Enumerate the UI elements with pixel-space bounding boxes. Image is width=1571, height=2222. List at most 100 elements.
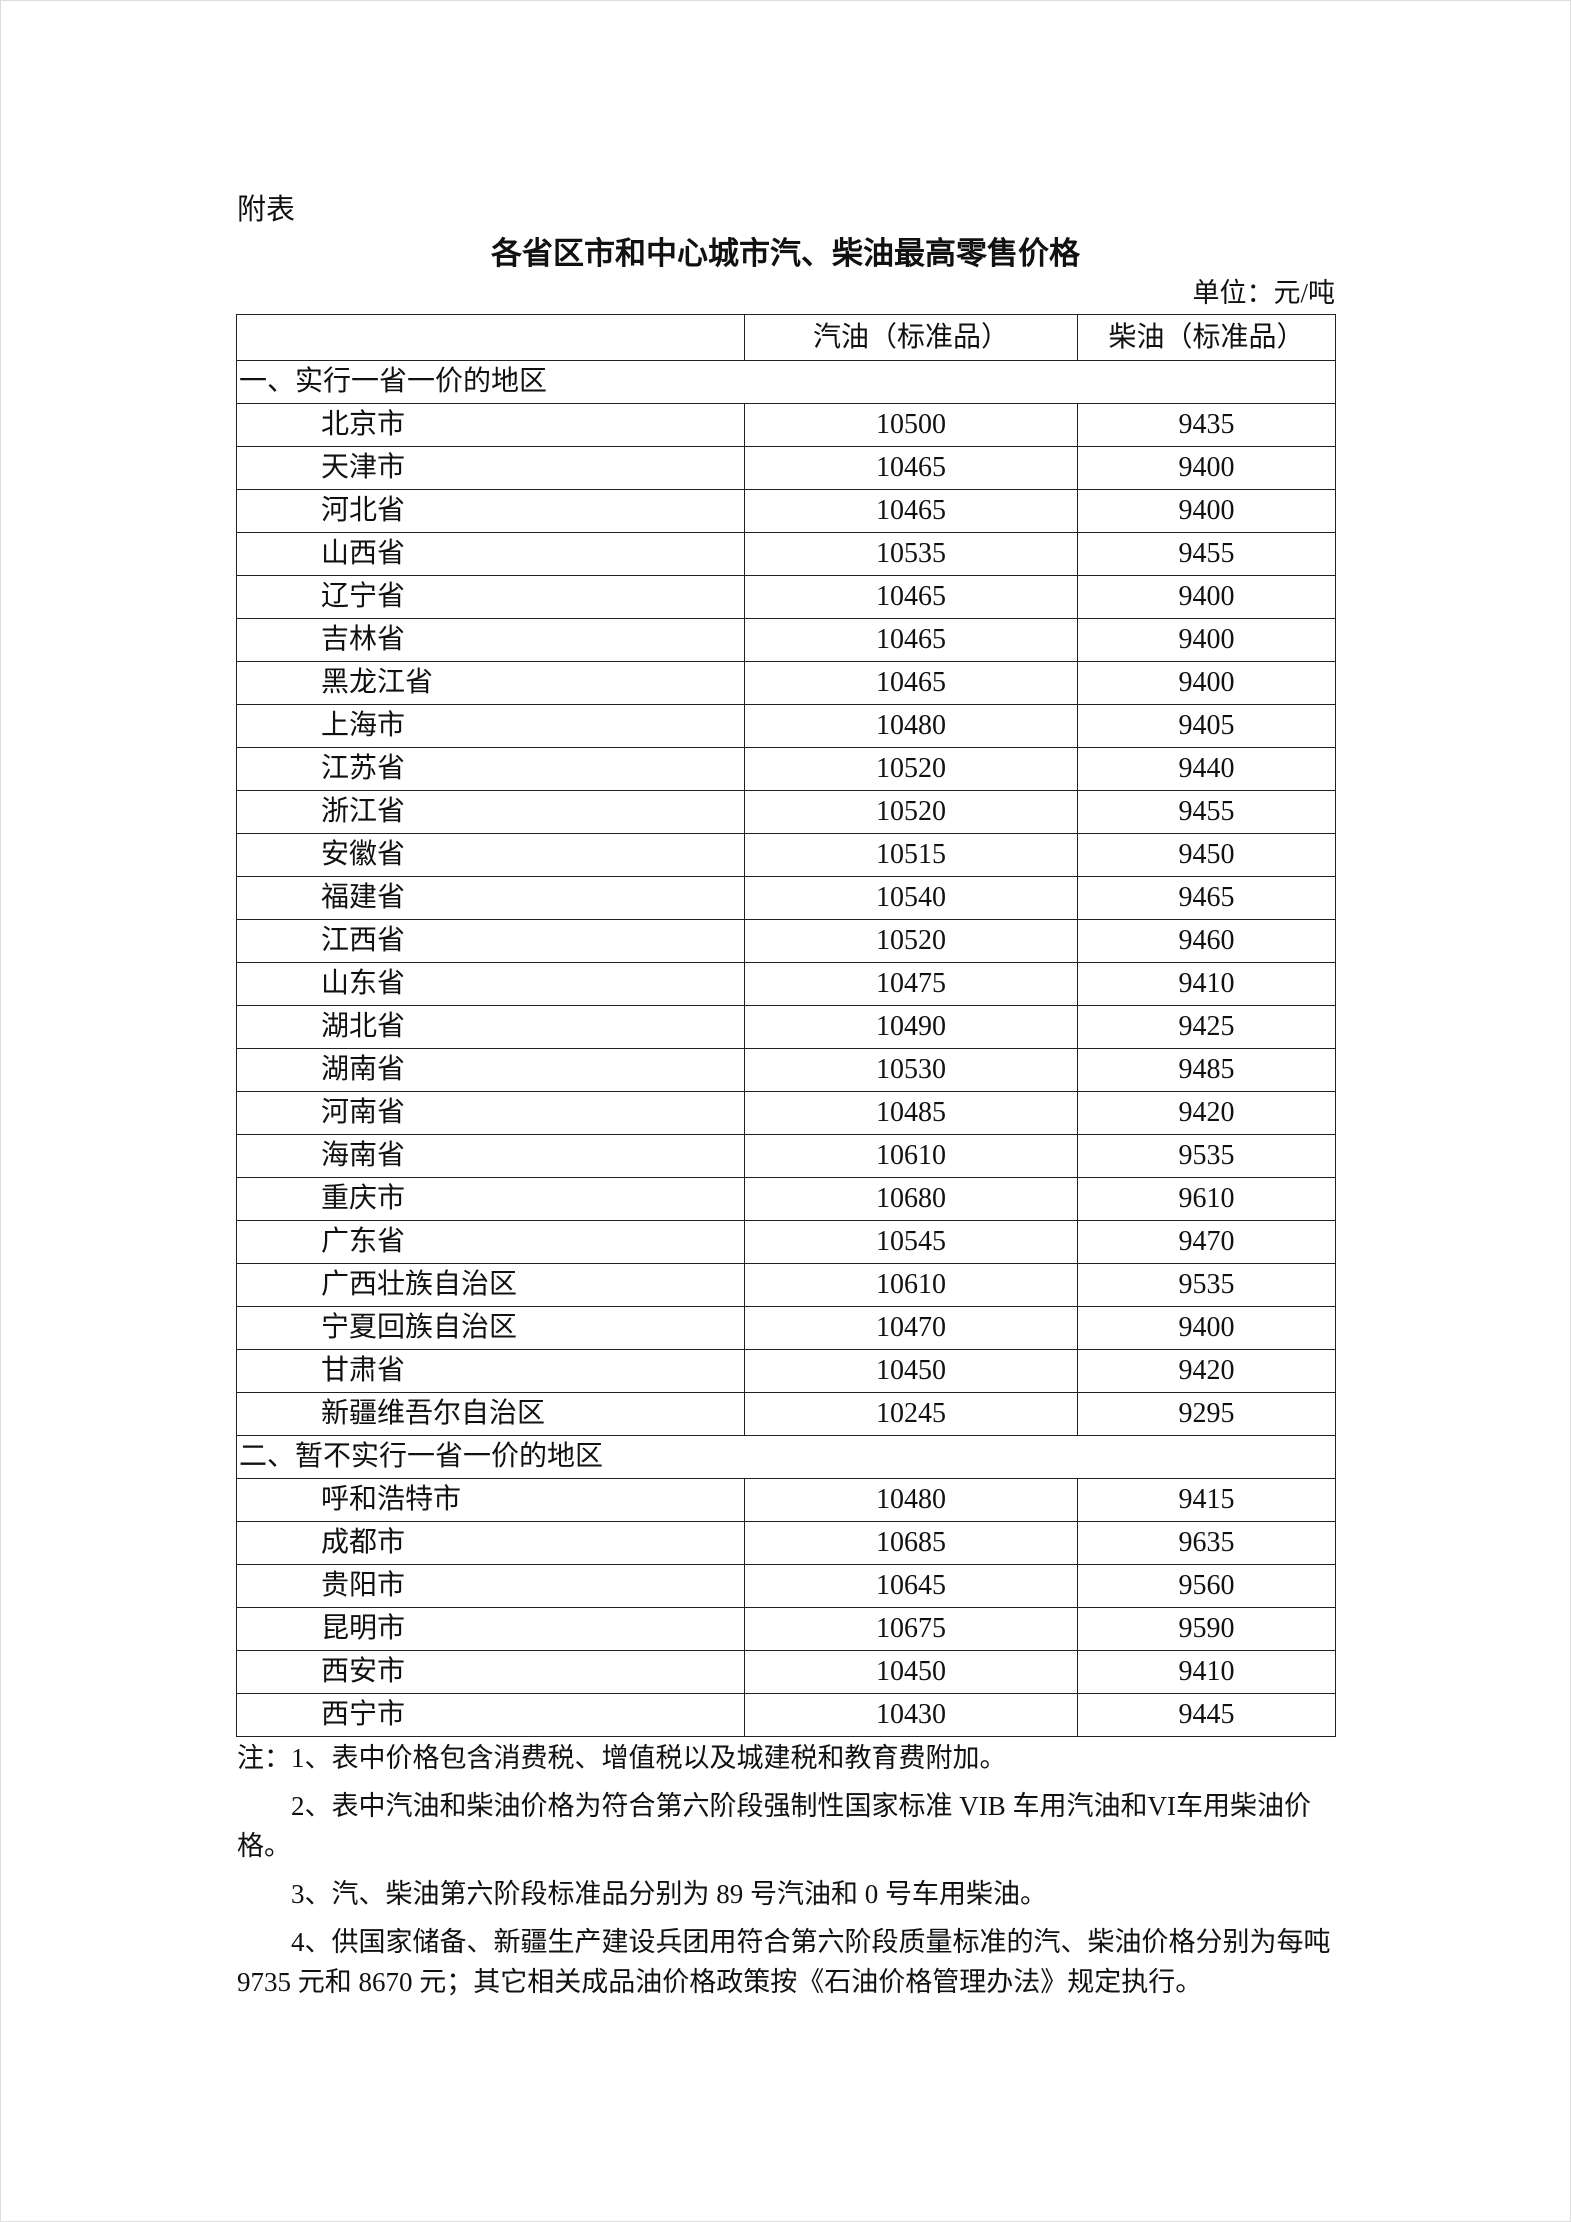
region-cell: 成都市: [236, 1521, 745, 1565]
region-cell: 江西省: [236, 919, 745, 963]
table-row: 呼和浩特市 10480 9415: [236, 1478, 1336, 1522]
diesel-price-cell: 9445: [1077, 1693, 1336, 1737]
diesel-price-cell: 9295: [1077, 1392, 1336, 1436]
diesel-price-cell: 9485: [1077, 1048, 1336, 1092]
gasoline-price-cell: 10450: [744, 1650, 1078, 1694]
gasoline-price-cell: 10465: [744, 661, 1078, 705]
diesel-price-cell: 9415: [1077, 1478, 1336, 1522]
table-row: 浙江省 10520 9455: [236, 790, 1336, 834]
table-row: 海南省 10610 9535: [236, 1134, 1336, 1178]
section-title: 一、实行一省一价的地区: [236, 360, 1336, 404]
region-cell: 呼和浩特市: [236, 1478, 745, 1522]
diesel-price-cell: 9440: [1077, 747, 1336, 791]
table-row: 河北省 10465 9400: [236, 489, 1336, 533]
gasoline-price-cell: 10675: [744, 1607, 1078, 1651]
table-row: 山西省 10535 9455: [236, 532, 1336, 576]
section-row: 一、实行一省一价的地区: [236, 360, 1336, 404]
gasoline-price-cell: 10465: [744, 618, 1078, 662]
table-row: 福建省 10540 9465: [236, 876, 1336, 920]
diesel-price-cell: 9420: [1077, 1091, 1336, 1135]
region-cell: 天津市: [236, 446, 745, 490]
table-row: 北京市 10500 9435: [236, 403, 1336, 447]
price-table: 汽油（标准品） 柴油（标准品） 一、实行一省一价的地区 北京市 10500 9435 天…: [236, 314, 1336, 1737]
table-row: 贵阳市 10645 9560: [236, 1564, 1336, 1608]
table-row: 山东省 10475 9410: [236, 962, 1336, 1006]
table-row: 西安市 10450 9410: [236, 1650, 1336, 1694]
table-row: 湖南省 10530 9485: [236, 1048, 1336, 1092]
diesel-price-cell: 9435: [1077, 403, 1336, 447]
section-title: 二、暂不实行一省一价的地区: [236, 1435, 1336, 1479]
table-row: 湖北省 10490 9425: [236, 1005, 1336, 1049]
diesel-price-cell: 9400: [1077, 446, 1336, 490]
table-row: 广东省 10545 9470: [236, 1220, 1336, 1264]
diesel-price-cell: 9535: [1077, 1263, 1336, 1307]
table-row: 昆明市 10675 9590: [236, 1607, 1336, 1651]
gasoline-price-cell: 10490: [744, 1005, 1078, 1049]
region-cell: 西宁市: [236, 1693, 745, 1737]
table-row: 西宁市 10430 9445: [236, 1693, 1336, 1737]
diesel-price-cell: 9465: [1077, 876, 1336, 920]
region-cell: 新疆维吾尔自治区: [236, 1392, 745, 1436]
diesel-price-cell: 9410: [1077, 1650, 1336, 1694]
gasoline-price-cell: 10530: [744, 1048, 1078, 1092]
table-row: 河南省 10485 9420: [236, 1091, 1336, 1135]
table-row: 黑龙江省 10465 9400: [236, 661, 1336, 705]
table-row: 重庆市 10680 9610: [236, 1177, 1336, 1221]
header-diesel: 柴油（标准品）: [1077, 314, 1336, 361]
header-gasoline: 汽油（标准品）: [744, 314, 1078, 361]
diesel-price-cell: 9635: [1077, 1521, 1336, 1565]
gasoline-price-cell: 10540: [744, 876, 1078, 920]
diesel-price-cell: 9410: [1077, 962, 1336, 1006]
table-row: 广西壮族自治区 10610 9535: [236, 1263, 1336, 1307]
gasoline-price-cell: 10450: [744, 1349, 1078, 1393]
region-cell: 海南省: [236, 1134, 745, 1178]
gasoline-price-cell: 10685: [744, 1521, 1078, 1565]
diesel-price-cell: 9400: [1077, 575, 1336, 619]
gasoline-price-cell: 10520: [744, 747, 1078, 791]
table-row: 江苏省 10520 9440: [236, 747, 1336, 791]
region-cell: 湖北省: [236, 1005, 745, 1049]
attachment-label: 附表: [237, 194, 296, 226]
region-cell: 浙江省: [236, 790, 745, 834]
gasoline-price-cell: 10520: [744, 790, 1078, 834]
gasoline-price-cell: 10480: [744, 704, 1078, 748]
unit-label: 单位：元/吨: [1192, 278, 1335, 308]
region-cell: 福建省: [236, 876, 745, 920]
table-row: 宁夏回族自治区 10470 9400: [236, 1306, 1336, 1350]
gasoline-price-cell: 10245: [744, 1392, 1078, 1436]
gasoline-price-cell: 10610: [744, 1263, 1078, 1307]
note-3: 3、汽、柴油第六阶段标准品分别为 89 号汽油和 0 号车用柴油。: [291, 1879, 1047, 1909]
diesel-price-cell: 9470: [1077, 1220, 1336, 1264]
diesel-price-cell: 9400: [1077, 489, 1336, 533]
gasoline-price-cell: 10500: [744, 403, 1078, 447]
diesel-price-cell: 9400: [1077, 618, 1336, 662]
gasoline-price-cell: 10485: [744, 1091, 1078, 1135]
region-cell: 山东省: [236, 962, 745, 1006]
region-cell: 甘肃省: [236, 1349, 745, 1393]
region-cell: 昆明市: [236, 1607, 745, 1651]
diesel-price-cell: 9450: [1077, 833, 1336, 877]
table-row: 江西省 10520 9460: [236, 919, 1336, 963]
diesel-price-cell: 9535: [1077, 1134, 1336, 1178]
diesel-price-cell: 9560: [1077, 1564, 1336, 1608]
region-cell: 安徽省: [236, 833, 745, 877]
note-2: 2、表中汽油和柴油价格为符合第六阶段强制性国家标准 VIB 车用汽油和VI车用柴…: [237, 1791, 1311, 1861]
region-cell: 黑龙江省: [236, 661, 745, 705]
diesel-price-cell: 9420: [1077, 1349, 1336, 1393]
diesel-price-cell: 9590: [1077, 1607, 1336, 1651]
region-cell: 上海市: [236, 704, 745, 748]
diesel-price-cell: 9460: [1077, 919, 1336, 963]
table-row: 上海市 10480 9405: [236, 704, 1336, 748]
diesel-price-cell: 9610: [1077, 1177, 1336, 1221]
note-4: 4、供国家储备、新疆生产建设兵团用符合第六阶段质量标准的汽、柴油价格分别为每吨 …: [237, 1927, 1331, 1997]
header-region: [236, 314, 745, 361]
region-cell: 西安市: [236, 1650, 745, 1694]
diesel-price-cell: 9425: [1077, 1005, 1336, 1049]
diesel-price-cell: 9400: [1077, 661, 1336, 705]
table-row: 天津市 10465 9400: [236, 446, 1336, 490]
region-cell: 北京市: [236, 403, 745, 447]
table-row: 吉林省 10465 9400: [236, 618, 1336, 662]
gasoline-price-cell: 10610: [744, 1134, 1078, 1178]
gasoline-price-cell: 10465: [744, 489, 1078, 533]
region-cell: 辽宁省: [236, 575, 745, 619]
